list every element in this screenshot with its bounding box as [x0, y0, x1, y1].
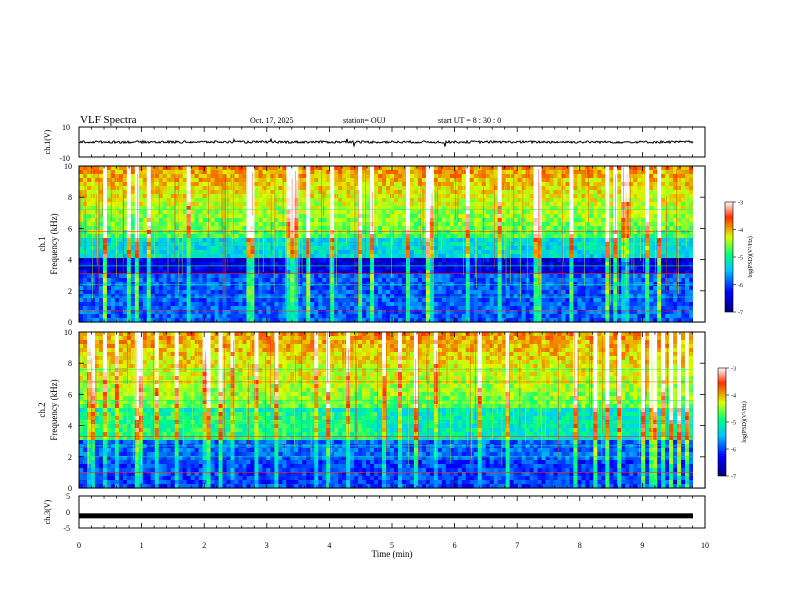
ch1-colorbar-label: log(PSD)(V²/Hz): [747, 236, 754, 277]
colorbar-tick-label: -3: [731, 367, 736, 373]
ch2-colorbar-label: log(PSD)(V²/Hz): [741, 401, 748, 442]
ch3-wave-ylabel: ch.3(V): [43, 499, 52, 524]
ch1-wave-ylabel: ch.1(V): [43, 129, 52, 154]
ch1-colorbar-ticks: -3 -4 -5 -6 -7: [733, 201, 743, 317]
x-tick-label: 1: [140, 541, 144, 550]
spec-ytick-label: 6: [68, 390, 72, 399]
colorbar-tick-label: -7: [738, 311, 743, 317]
ch2-colorbar-scale: [718, 368, 726, 476]
spec-ytick-label: 10: [64, 162, 72, 171]
spec-ytick-label: 0: [68, 318, 72, 327]
colorbar-tick-label: -5: [731, 421, 736, 427]
colorbar-tick-label: -5: [738, 256, 743, 262]
spec-ytick-label: 8: [68, 193, 72, 202]
spec-ytick-label: 6: [68, 224, 72, 233]
spec-ytick-label: 2: [68, 453, 72, 462]
ch1-waveform-panel: 10 -10 ch.1(V): [43, 123, 705, 163]
colorbar-tick-label: -6: [731, 448, 736, 454]
ch2-spec-ylabel-channel: ch.2: [37, 402, 47, 417]
x-tick-label: 0: [77, 541, 81, 550]
colorbar-tick-label: -4: [738, 228, 743, 234]
ch3-waveform-panel: 5 0 -5 ch.3(V): [43, 492, 705, 533]
ch2-spec-ylabel-frequency: Frequency (kHz): [49, 379, 59, 440]
ch2-colorbar: -3 -4 -5 -6 -7 log(PSD)(V²/Hz): [718, 367, 748, 481]
x-tick-label: 8: [578, 541, 582, 550]
ch1-spec-ylabel-channel: ch.1: [37, 236, 47, 251]
figure-title: VLF Spectra: [80, 114, 137, 126]
ch1-wave-ytick-top: 10: [62, 123, 70, 132]
x-axis-label: Time (min): [372, 549, 413, 559]
vlf-figure: VLF Spectra Oct. 17, 2025 station= OUJ s…: [0, 0, 792, 612]
figure-start-ut: start UT = 8 : 30 : 0: [438, 116, 501, 125]
ch2-spectrogram-image: [79, 332, 706, 489]
ch3-waveform-trace: [79, 513, 693, 518]
figure-date: Oct. 17, 2025: [250, 116, 294, 125]
ch1-spectrogram-panel: 0 2 4 6 8 10 ch.1 Frequency (kHz): [37, 162, 706, 327]
spec-ytick-label: 8: [68, 359, 72, 368]
x-tick-label: 4: [327, 541, 331, 550]
colorbar-tick-label: -7: [731, 475, 736, 481]
colorbar-tick-label: -6: [738, 283, 743, 289]
spec-ytick-label: 4: [68, 256, 72, 265]
figure-station: station= OUJ: [343, 116, 386, 125]
x-tick-label: 3: [265, 541, 269, 550]
ch3-wave-ytick-top: 5: [66, 492, 70, 501]
ch2-colorbar-ticks: -3 -4 -5 -6 -7: [726, 367, 736, 481]
ch1-colorbar-scale: [725, 202, 733, 312]
colorbar-tick-label: -3: [738, 201, 743, 207]
ch1-spectrogram-image: [79, 166, 706, 323]
x-tick-label: 6: [453, 541, 457, 550]
x-tick-label: 7: [515, 541, 519, 550]
ch1-spec-ylabel-frequency: Frequency (kHz): [49, 213, 59, 274]
ch3-wave-ytick-bottom: -5: [63, 524, 70, 533]
spec-ytick-label: 2: [68, 287, 72, 296]
x-tick-label: 10: [701, 541, 709, 550]
spec-ytick-label: 4: [68, 422, 72, 431]
ch3-wave-ytick-mid: 0: [66, 508, 70, 517]
colorbar-tick-label: -4: [731, 394, 736, 400]
spec-ytick-label: 10: [64, 328, 72, 337]
x-tick-label: 2: [202, 541, 206, 550]
ch1-colorbar: -3 -4 -5 -6 -7 log(PSD)(V²/Hz): [725, 201, 754, 317]
x-tick-label: 9: [640, 541, 644, 550]
